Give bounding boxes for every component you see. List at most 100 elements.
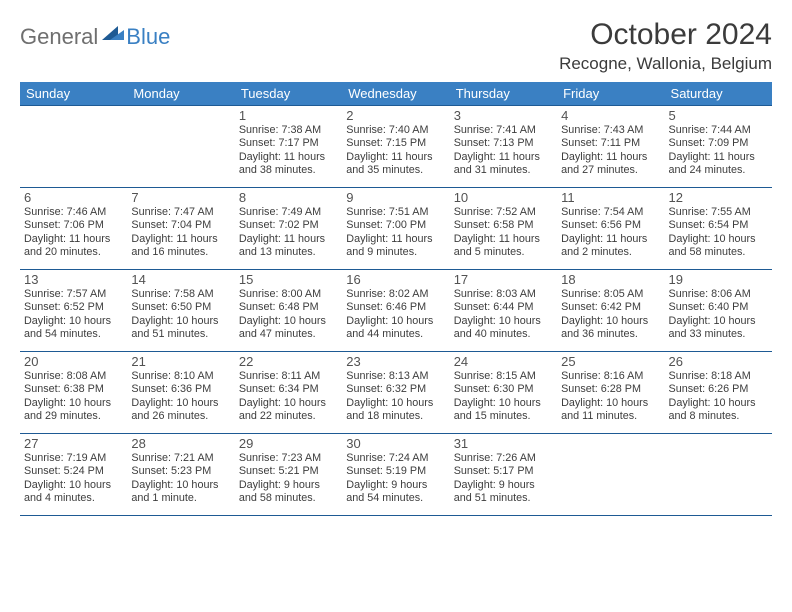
day-header: Monday [127,82,234,106]
day-info: Sunrise: 7:49 AMSunset: 7:02 PMDaylight:… [239,206,338,260]
day-header: Wednesday [342,82,449,106]
calendar-table: SundayMondayTuesdayWednesdayThursdayFrid… [20,82,772,516]
calendar-row: 27Sunrise: 7:19 AMSunset: 5:24 PMDayligh… [20,434,772,516]
day-number: 22 [239,354,338,369]
day-number: 3 [454,108,553,123]
day-number: 26 [669,354,768,369]
calendar-cell: 1Sunrise: 7:38 AMSunset: 7:17 PMDaylight… [235,106,342,188]
day-number: 20 [24,354,123,369]
day-info: Sunrise: 8:13 AMSunset: 6:32 PMDaylight:… [346,370,445,424]
day-info: Sunrise: 7:38 AMSunset: 7:17 PMDaylight:… [239,124,338,178]
day-number: 23 [346,354,445,369]
calendar-cell: 16Sunrise: 8:02 AMSunset: 6:46 PMDayligh… [342,270,449,352]
calendar-cell: 14Sunrise: 7:58 AMSunset: 6:50 PMDayligh… [127,270,234,352]
day-number: 1 [239,108,338,123]
day-number: 4 [561,108,660,123]
calendar-cell: 4Sunrise: 7:43 AMSunset: 7:11 PMDaylight… [557,106,664,188]
day-info: Sunrise: 7:19 AMSunset: 5:24 PMDaylight:… [24,452,123,506]
day-number: 10 [454,190,553,205]
calendar-cell: 28Sunrise: 7:21 AMSunset: 5:23 PMDayligh… [127,434,234,516]
day-info: Sunrise: 7:26 AMSunset: 5:17 PMDaylight:… [454,452,553,506]
day-info: Sunrise: 8:18 AMSunset: 6:26 PMDaylight:… [669,370,768,424]
logo: General Blue [20,18,170,50]
logo-text-general: General [20,24,98,50]
calendar-cell: 17Sunrise: 8:03 AMSunset: 6:44 PMDayligh… [450,270,557,352]
day-number: 21 [131,354,230,369]
calendar-cell: 29Sunrise: 7:23 AMSunset: 5:21 PMDayligh… [235,434,342,516]
calendar-cell: 26Sunrise: 8:18 AMSunset: 6:26 PMDayligh… [665,352,772,434]
calendar-cell: 27Sunrise: 7:19 AMSunset: 5:24 PMDayligh… [20,434,127,516]
day-header: Tuesday [235,82,342,106]
day-info: Sunrise: 8:02 AMSunset: 6:46 PMDaylight:… [346,288,445,342]
calendar-cell [665,434,772,516]
day-number: 12 [669,190,768,205]
calendar-row: 13Sunrise: 7:57 AMSunset: 6:52 PMDayligh… [20,270,772,352]
day-info: Sunrise: 8:06 AMSunset: 6:40 PMDaylight:… [669,288,768,342]
calendar-header-row: SundayMondayTuesdayWednesdayThursdayFrid… [20,82,772,106]
calendar-cell: 31Sunrise: 7:26 AMSunset: 5:17 PMDayligh… [450,434,557,516]
day-info: Sunrise: 7:23 AMSunset: 5:21 PMDaylight:… [239,452,338,506]
calendar-cell: 2Sunrise: 7:40 AMSunset: 7:15 PMDaylight… [342,106,449,188]
calendar-cell: 18Sunrise: 8:05 AMSunset: 6:42 PMDayligh… [557,270,664,352]
day-number: 6 [24,190,123,205]
day-number: 28 [131,436,230,451]
calendar-cell [557,434,664,516]
calendar-row: 1Sunrise: 7:38 AMSunset: 7:17 PMDaylight… [20,106,772,188]
logo-text-blue: Blue [126,24,170,50]
calendar-cell [20,106,127,188]
calendar-cell: 24Sunrise: 8:15 AMSunset: 6:30 PMDayligh… [450,352,557,434]
calendar-cell: 22Sunrise: 8:11 AMSunset: 6:34 PMDayligh… [235,352,342,434]
day-number: 31 [454,436,553,451]
day-number: 19 [669,272,768,287]
day-number: 2 [346,108,445,123]
day-number: 29 [239,436,338,451]
day-number: 8 [239,190,338,205]
day-info: Sunrise: 8:15 AMSunset: 6:30 PMDaylight:… [454,370,553,424]
calendar-cell: 11Sunrise: 7:54 AMSunset: 6:56 PMDayligh… [557,188,664,270]
day-info: Sunrise: 7:41 AMSunset: 7:13 PMDaylight:… [454,124,553,178]
logo-triangle-icon [102,24,124,47]
day-info: Sunrise: 8:05 AMSunset: 6:42 PMDaylight:… [561,288,660,342]
day-number: 24 [454,354,553,369]
calendar-cell: 25Sunrise: 8:16 AMSunset: 6:28 PMDayligh… [557,352,664,434]
calendar-cell: 21Sunrise: 8:10 AMSunset: 6:36 PMDayligh… [127,352,234,434]
day-number: 17 [454,272,553,287]
day-number: 18 [561,272,660,287]
day-number: 5 [669,108,768,123]
calendar-cell: 13Sunrise: 7:57 AMSunset: 6:52 PMDayligh… [20,270,127,352]
calendar-cell [127,106,234,188]
day-info: Sunrise: 8:11 AMSunset: 6:34 PMDaylight:… [239,370,338,424]
calendar-cell: 6Sunrise: 7:46 AMSunset: 7:06 PMDaylight… [20,188,127,270]
day-header: Sunday [20,82,127,106]
location: Recogne, Wallonia, Belgium [559,54,772,74]
calendar-cell: 20Sunrise: 8:08 AMSunset: 6:38 PMDayligh… [20,352,127,434]
day-info: Sunrise: 7:47 AMSunset: 7:04 PMDaylight:… [131,206,230,260]
calendar-cell: 12Sunrise: 7:55 AMSunset: 6:54 PMDayligh… [665,188,772,270]
day-info: Sunrise: 7:44 AMSunset: 7:09 PMDaylight:… [669,124,768,178]
calendar-cell: 15Sunrise: 8:00 AMSunset: 6:48 PMDayligh… [235,270,342,352]
calendar-cell: 30Sunrise: 7:24 AMSunset: 5:19 PMDayligh… [342,434,449,516]
calendar-cell: 8Sunrise: 7:49 AMSunset: 7:02 PMDaylight… [235,188,342,270]
day-info: Sunrise: 8:00 AMSunset: 6:48 PMDaylight:… [239,288,338,342]
title-block: October 2024 Recogne, Wallonia, Belgium [559,18,772,74]
day-info: Sunrise: 8:08 AMSunset: 6:38 PMDaylight:… [24,370,123,424]
day-number: 25 [561,354,660,369]
calendar-cell: 9Sunrise: 7:51 AMSunset: 7:00 PMDaylight… [342,188,449,270]
calendar-body: 1Sunrise: 7:38 AMSunset: 7:17 PMDaylight… [20,106,772,516]
day-info: Sunrise: 7:43 AMSunset: 7:11 PMDaylight:… [561,124,660,178]
calendar-cell: 7Sunrise: 7:47 AMSunset: 7:04 PMDaylight… [127,188,234,270]
day-number: 9 [346,190,445,205]
day-number: 13 [24,272,123,287]
day-number: 30 [346,436,445,451]
day-header: Saturday [665,82,772,106]
day-info: Sunrise: 7:40 AMSunset: 7:15 PMDaylight:… [346,124,445,178]
month-title: October 2024 [559,18,772,52]
day-info: Sunrise: 7:52 AMSunset: 6:58 PMDaylight:… [454,206,553,260]
day-number: 27 [24,436,123,451]
calendar-cell: 10Sunrise: 7:52 AMSunset: 6:58 PMDayligh… [450,188,557,270]
day-info: Sunrise: 7:46 AMSunset: 7:06 PMDaylight:… [24,206,123,260]
day-header: Thursday [450,82,557,106]
calendar-row: 6Sunrise: 7:46 AMSunset: 7:06 PMDaylight… [20,188,772,270]
day-info: Sunrise: 7:21 AMSunset: 5:23 PMDaylight:… [131,452,230,506]
calendar-row: 20Sunrise: 8:08 AMSunset: 6:38 PMDayligh… [20,352,772,434]
